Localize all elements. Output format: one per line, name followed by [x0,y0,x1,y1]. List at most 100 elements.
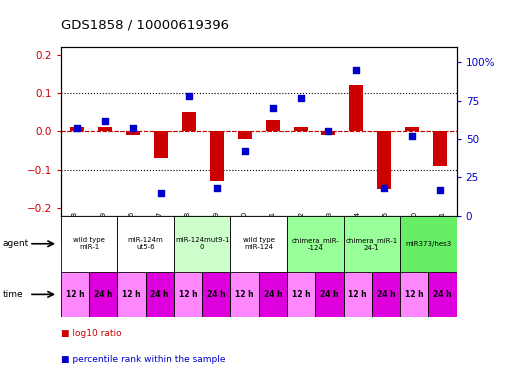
Bar [154,131,168,158]
Bar [294,128,307,131]
Text: ■ percentile rank within the sample: ■ percentile rank within the sample [61,356,225,364]
Bar [315,216,344,244]
Bar [230,216,259,244]
Text: 24 h: 24 h [263,290,282,299]
Bar [174,216,230,272]
Bar [344,216,400,272]
Bar [405,128,419,131]
Bar [117,216,146,244]
Bar [146,216,174,244]
Text: 24 h: 24 h [320,290,339,299]
Bar [400,216,428,244]
Bar [61,216,117,272]
Text: GSM37599: GSM37599 [100,211,106,249]
Bar [287,216,344,272]
Text: 24 h: 24 h [433,290,452,299]
Text: GSM37602: GSM37602 [298,211,304,249]
Text: wild type
miR-1: wild type miR-1 [73,237,105,250]
Bar [259,272,287,317]
Text: GSM37604: GSM37604 [355,211,361,249]
Bar [372,216,400,244]
Point [436,186,444,192]
Point [268,105,277,111]
Bar [428,272,457,317]
Text: chimera_miR-
-124: chimera_miR- -124 [291,237,339,250]
Bar [372,272,400,317]
Bar [230,272,259,317]
Text: miR373/hes3: miR373/hes3 [406,241,451,247]
Bar [202,216,230,244]
Text: wild type
miR-124: wild type miR-124 [243,237,275,250]
Text: GSM37608: GSM37608 [185,211,191,249]
Text: GSM37606: GSM37606 [128,211,135,249]
Bar [146,272,174,317]
Text: chimera_miR-1
24-1: chimera_miR-1 24-1 [346,237,398,250]
Text: GSM37609: GSM37609 [213,211,219,249]
Bar [174,272,202,317]
Bar [428,216,457,244]
Point [129,125,137,131]
Point [101,117,110,123]
Bar [400,216,457,272]
Text: ■ log10 ratio: ■ log10 ratio [61,329,121,338]
Bar [400,272,428,317]
Text: 24 h: 24 h [150,290,169,299]
Text: 24 h: 24 h [207,290,225,299]
Point [241,148,249,154]
Bar [238,131,252,139]
Text: agent: agent [3,239,29,248]
Text: 12 h: 12 h [405,290,423,299]
Text: GSM37601: GSM37601 [270,211,276,249]
Text: 24 h: 24 h [94,290,112,299]
Text: GSM37611: GSM37611 [440,211,446,249]
Text: miR-124m
ut5-6: miR-124m ut5-6 [128,237,164,250]
Text: time: time [3,290,23,299]
Bar [210,131,224,181]
Bar [89,216,117,244]
Bar [287,272,315,317]
Text: 12 h: 12 h [235,290,254,299]
Text: GSM37603: GSM37603 [326,211,333,249]
Point [213,185,221,191]
Text: 24 h: 24 h [376,290,395,299]
Text: 12 h: 12 h [122,290,141,299]
Point [324,128,333,134]
Bar [182,112,196,131]
Bar [117,272,146,317]
Bar [377,131,391,189]
Bar [259,216,287,244]
Text: GSM37610: GSM37610 [411,211,417,249]
Bar [202,272,230,317]
Text: 12 h: 12 h [348,290,367,299]
Point [185,93,193,99]
Text: miR-124mut9-1
0: miR-124mut9-1 0 [175,237,229,250]
Point [157,190,165,196]
Text: 12 h: 12 h [65,290,84,299]
Bar [322,131,335,135]
Bar [350,85,363,131]
Point [408,133,416,139]
Bar [230,216,287,272]
Text: GSM37605: GSM37605 [383,211,389,249]
Bar [344,272,372,317]
Text: 12 h: 12 h [178,290,197,299]
Text: GDS1858 / 10000619396: GDS1858 / 10000619396 [61,19,229,32]
Bar [266,120,280,131]
Text: GSM37607: GSM37607 [157,211,163,249]
Bar [433,131,447,166]
Bar [287,216,315,244]
Text: GSM37598: GSM37598 [72,211,78,249]
Point [380,185,389,191]
Bar [126,131,140,135]
Bar [70,128,84,131]
Bar [89,272,117,317]
Point [296,94,305,100]
Point [73,125,82,131]
Text: GSM37600: GSM37600 [242,211,248,249]
Point [352,67,361,73]
Text: 12 h: 12 h [292,290,310,299]
Bar [61,272,89,317]
Bar [98,128,112,131]
Bar [315,272,344,317]
Bar [61,216,89,244]
